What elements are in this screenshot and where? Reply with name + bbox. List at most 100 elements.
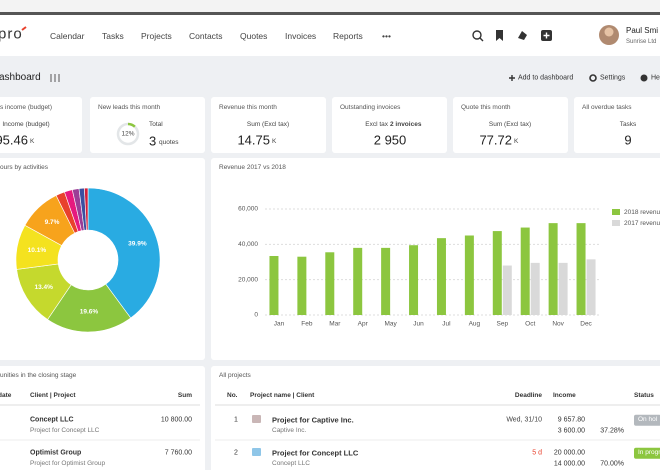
y-tick-label: 0 xyxy=(254,312,258,319)
status-badge: On hol xyxy=(634,414,660,426)
client-name: Captive Inc. xyxy=(272,426,307,434)
percent: 70.00% xyxy=(600,460,624,468)
nav-item[interactable]: Quotes xyxy=(240,30,268,41)
x-tick-label: Jul xyxy=(442,321,451,328)
card xyxy=(574,97,660,153)
bar xyxy=(464,235,474,315)
card-label: Sum (Excl tax) xyxy=(246,120,290,128)
donut-slice xyxy=(84,187,89,231)
legend-label: 2018 revenue xyxy=(624,209,660,216)
column-header: Project name | Client xyxy=(250,391,315,399)
x-tick-label: Jan xyxy=(274,321,285,328)
card-title: Revenue this month xyxy=(219,103,277,111)
paid: 3 600.00 xyxy=(557,427,585,435)
x-tick-label: Oct xyxy=(525,321,535,328)
card-label: Sum (Excl tax) xyxy=(488,120,532,128)
card-title: Revenue 2017 vs 2018 xyxy=(219,163,286,171)
card-value: 14.75 xyxy=(237,132,270,148)
slice-label: 39.9% xyxy=(128,240,147,247)
row-number: 1 xyxy=(234,416,238,424)
toolbar-action[interactable]: Settings xyxy=(600,74,626,82)
top-nav xyxy=(0,0,660,56)
ring-arc xyxy=(127,122,136,128)
bar xyxy=(520,227,530,315)
nav-item[interactable]: ••• xyxy=(382,30,391,41)
nav-item[interactable]: Projects xyxy=(141,30,172,41)
row-number: 2 xyxy=(234,449,238,457)
card-title: New leads this month xyxy=(98,103,161,111)
card-title: s income (budget) xyxy=(0,103,53,111)
card-label: Total xyxy=(149,120,163,128)
x-tick-label: Mar xyxy=(329,321,341,328)
bar xyxy=(436,238,446,315)
plus-icon[interactable] xyxy=(509,75,515,81)
nav-item[interactable]: Calendar xyxy=(50,30,85,41)
client-name: Concept LLC xyxy=(30,416,74,424)
bar xyxy=(409,245,419,315)
card xyxy=(211,97,326,153)
filter-icon[interactable] xyxy=(50,74,60,82)
nav-item[interactable]: Tasks xyxy=(102,30,124,41)
projects-card xyxy=(211,366,660,470)
nav-item[interactable]: Reports xyxy=(333,30,363,41)
search-icon[interactable] xyxy=(479,37,484,42)
project-icon xyxy=(252,415,261,423)
legend-swatch xyxy=(612,220,620,226)
x-tick-label: Apr xyxy=(358,321,369,328)
card-label: Excl tax xyxy=(365,120,388,128)
y-tick-label: 20,000 xyxy=(238,276,258,283)
percent: 37.28% xyxy=(600,427,624,435)
search-icon[interactable] xyxy=(472,30,482,40)
card-title: unities in the closing stage xyxy=(0,371,77,379)
user-company: Sunrise Ltd xyxy=(626,39,657,45)
income: 20 000.00 xyxy=(553,449,585,457)
toolbar-action[interactable]: He xyxy=(651,74,660,82)
project-icon xyxy=(252,448,261,456)
ring-label: 12% xyxy=(121,131,134,138)
card-unit: K xyxy=(514,137,519,145)
slice-label: 19.6% xyxy=(80,309,99,316)
sum: 7 760.00 xyxy=(164,449,192,457)
client-name: Optimist Group xyxy=(30,449,82,457)
user-name: Paul Smi xyxy=(626,26,659,35)
bar xyxy=(576,223,586,315)
avatar xyxy=(604,27,614,37)
settings-icon[interactable] xyxy=(589,74,597,82)
income: 9 657.80 xyxy=(557,416,585,424)
bar xyxy=(325,252,335,315)
legend-label: 2017 revenue xyxy=(624,220,660,227)
card-value: 2 950 xyxy=(373,132,407,148)
project-name[interactable]: Project for Concept LLC xyxy=(272,448,359,458)
page-title: ashboard xyxy=(0,72,41,83)
nav-item[interactable]: Contacts xyxy=(189,30,223,41)
add-icon[interactable] xyxy=(543,32,550,39)
card-value: 95.46 xyxy=(0,132,28,148)
notify-icon[interactable] xyxy=(518,31,527,40)
card xyxy=(332,97,447,153)
bar xyxy=(530,262,540,315)
bookmark-icon[interactable] xyxy=(496,30,503,41)
deadline: 5 d xyxy=(532,449,542,457)
slice-label: 13.4% xyxy=(35,284,54,291)
slice-label: 10.1% xyxy=(28,247,47,254)
card-label: Tasks xyxy=(619,120,637,128)
help-icon[interactable] xyxy=(640,74,648,82)
bar xyxy=(502,265,512,315)
project-name: Project for Optimist Group xyxy=(30,459,106,467)
client-name: Concept LLC xyxy=(272,459,310,467)
card-value: 77.72 xyxy=(479,132,512,148)
x-tick-label: Sep xyxy=(497,321,509,328)
project-name: Project for Concept LLC xyxy=(30,426,100,434)
project-name[interactable]: Project for Captive Inc. xyxy=(272,415,354,425)
bar xyxy=(558,262,568,315)
logo-accent xyxy=(21,26,27,31)
x-tick-label: May xyxy=(384,321,397,328)
toolbar-action[interactable]: Add to dashboard xyxy=(518,74,574,82)
slice-label: 9.7% xyxy=(45,219,60,226)
card xyxy=(90,97,205,153)
nav-item[interactable]: Invoices xyxy=(285,30,317,41)
column-header: Sum xyxy=(177,391,192,399)
card-title: ours by activities xyxy=(0,163,49,171)
column-header: No. xyxy=(227,391,238,399)
